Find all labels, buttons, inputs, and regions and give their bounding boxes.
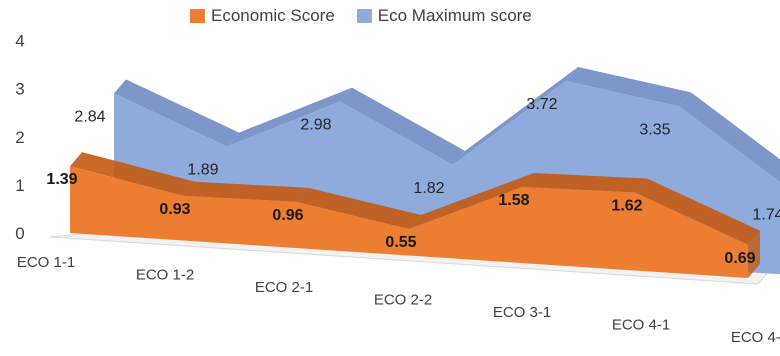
data-label-economic-score: 0.93 <box>159 201 190 218</box>
legend-label-eco-maximum-score: Eco Maximum score <box>377 6 532 25</box>
data-label-eco-maximum-score: 1.74 <box>752 206 780 223</box>
area-depth-economic-score <box>635 178 760 245</box>
x-tick-label: ECO 1-2 <box>136 267 194 284</box>
data-label-eco-maximum-score: 3.35 <box>639 121 670 138</box>
y-tick-label: 2 <box>15 128 24 147</box>
x-tick-label: ECO 2-1 <box>255 279 313 296</box>
y-tick-label: 3 <box>15 80 24 99</box>
legend-item-economic-score: Economic Score <box>190 6 335 26</box>
area-depth-economic-score <box>522 172 647 193</box>
data-label-economic-score: 0.69 <box>724 250 755 267</box>
data-label-economic-score: 1.58 <box>498 192 529 209</box>
legend-swatch-economic-score <box>190 9 205 23</box>
data-label-eco-maximum-score: 1.82 <box>413 180 444 197</box>
area-cap-economic-score <box>748 230 760 278</box>
legend-swatch-eco-maximum-score <box>356 9 372 23</box>
area-depth-eco-maximum-score <box>566 67 691 107</box>
area-economic-score <box>70 166 748 278</box>
legend-item-eco-maximum-score: Eco Maximum score <box>356 6 532 26</box>
x-tick-label: ECO 2-2 <box>374 292 432 309</box>
data-label-eco-maximum-score: 1.89 <box>187 162 218 179</box>
legend-label-economic-score: Economic Score <box>211 6 335 25</box>
x-tick-label: ECO 4-2 <box>731 329 780 346</box>
area-depth-economic-score <box>183 181 308 202</box>
x-tick-label: ECO 1-1 <box>17 254 75 271</box>
area-depth-economic-score <box>409 172 534 230</box>
data-label-economic-score: 0.55 <box>385 234 416 251</box>
area-depth-eco-maximum-score <box>114 79 239 147</box>
area-depth-economic-score <box>70 152 195 196</box>
x-tick-label: ECO 4-1 <box>612 317 670 334</box>
chart-legend: Economic Score Eco Maximum score <box>190 6 532 26</box>
x-tick-label: ECO 3-1 <box>493 304 551 321</box>
area-depth-eco-maximum-score <box>679 92 780 183</box>
y-tick-label: 0 <box>15 224 24 243</box>
area-depth-eco-maximum-score <box>453 67 578 165</box>
area-depth-eco-maximum-score <box>340 87 465 165</box>
area-depth-eco-maximum-score <box>227 87 352 147</box>
data-label-economic-score: 1.39 <box>46 171 77 188</box>
data-label-economic-score: 1.62 <box>611 198 642 215</box>
data-label-economic-score: 0.96 <box>272 207 303 224</box>
y-tick-label: 4 <box>15 32 24 51</box>
y-tick-label: 1 <box>15 176 24 195</box>
data-label-eco-maximum-score: 3.72 <box>526 96 557 113</box>
data-label-eco-maximum-score: 2.84 <box>74 108 105 125</box>
data-label-eco-maximum-score: 2.98 <box>300 117 331 134</box>
area-depth-economic-score <box>296 187 421 230</box>
